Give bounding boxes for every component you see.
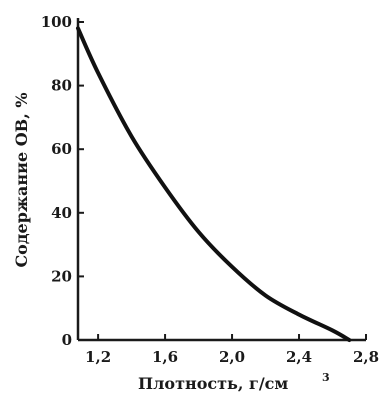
series-layer xyxy=(76,26,352,342)
x-tick-label: 2,4 xyxy=(286,348,312,366)
x-tick-label: 2,8 xyxy=(353,348,379,366)
y-tick-label: 0 xyxy=(62,331,72,349)
axes xyxy=(76,18,366,342)
x-tick-label: 1,2 xyxy=(85,348,111,366)
y-ticks: 0 20 40 60 80 100 xyxy=(41,13,84,349)
x-axis-title: Плотность, г/см xyxy=(138,374,288,393)
y-tick-label: 60 xyxy=(51,140,72,158)
y-tick-label: 80 xyxy=(51,77,72,95)
x-tick-label: 1,6 xyxy=(152,348,178,366)
y-tick-label: 100 xyxy=(41,13,72,31)
x-ticks: 1,2 1,6 2,0 2,4 2,8 xyxy=(85,334,379,366)
x-axis-title-superscript: 3 xyxy=(322,371,330,384)
x-tick-label: 2,0 xyxy=(219,348,245,366)
series-line xyxy=(76,26,352,342)
y-axis-title: Содержание ОВ, % xyxy=(12,92,31,267)
y-tick-label: 40 xyxy=(51,204,72,222)
y-tick-label: 20 xyxy=(51,267,72,285)
